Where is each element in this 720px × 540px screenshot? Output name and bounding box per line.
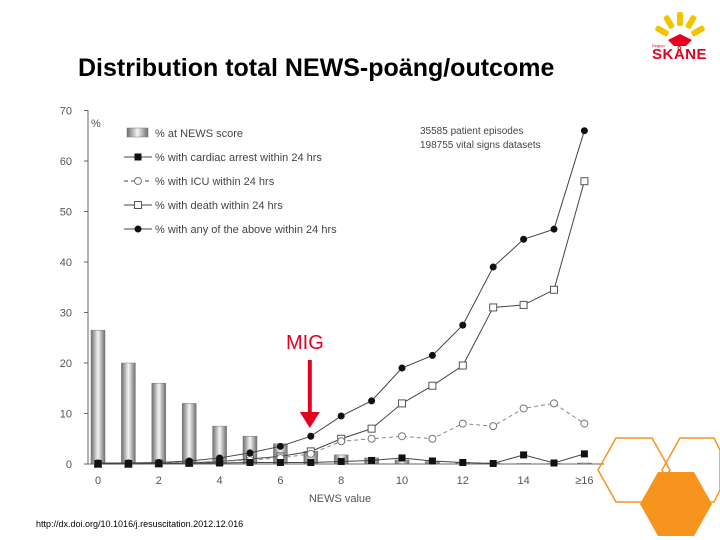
marker-point	[368, 397, 376, 405]
marker-point	[368, 456, 376, 464]
x-tick-label: 14	[517, 475, 529, 487]
marker-point	[398, 432, 406, 441]
bar	[151, 382, 167, 465]
marker-point	[489, 422, 498, 431]
legend-label: % with death within 24 hrs	[155, 200, 283, 212]
marker-point	[580, 127, 588, 135]
marker-point	[459, 458, 467, 466]
bar	[90, 329, 106, 465]
marker-point	[185, 459, 193, 467]
marker-point	[398, 399, 406, 408]
hexagon-decoration	[597, 437, 720, 536]
marker-point	[276, 442, 284, 450]
mig-arrow-head	[299, 412, 320, 428]
marker-point	[246, 449, 254, 457]
marker-point	[134, 177, 142, 185]
y-tick-label: 50	[60, 207, 72, 219]
marker-point	[519, 300, 528, 309]
marker-point	[428, 457, 436, 465]
source-citation: http://dx.doi.org/10.1016/j.resuscitatio…	[36, 519, 244, 529]
marker-point	[519, 404, 528, 413]
x-tick-label: 2	[156, 475, 162, 487]
series-line	[98, 402, 585, 464]
bar	[121, 362, 136, 465]
legend-swatch	[126, 127, 149, 138]
marker-point	[489, 303, 498, 312]
legend-label: % at NEWS score	[155, 128, 243, 140]
marker-point	[428, 381, 437, 390]
marker-point	[124, 459, 132, 467]
legend-label: % with any of the above within 24 hrs	[155, 224, 337, 236]
series-group	[94, 177, 589, 468]
bar	[181, 403, 197, 465]
marker-point	[580, 419, 589, 428]
x-tick-label: ≥16	[575, 475, 593, 487]
legend-label: % with cardiac arrest within 24 hrs	[155, 152, 322, 164]
y-tick-label: 60	[60, 156, 72, 168]
chart-note: 35585 patient episodes	[420, 126, 523, 137]
marker-point	[459, 321, 467, 329]
logo-subtext: Region	[652, 43, 665, 48]
marker-point	[489, 263, 497, 271]
marker-point	[276, 458, 284, 466]
marker-point	[337, 412, 345, 420]
marker-point	[367, 424, 376, 433]
marker-point	[520, 451, 528, 459]
marker-point	[134, 225, 142, 233]
marker-point	[580, 450, 588, 458]
marker-point	[489, 459, 497, 467]
marker-point	[246, 458, 254, 466]
marker-point	[307, 432, 315, 440]
marker-point	[550, 225, 558, 233]
chart-note: 198755 vital signs datasets	[420, 140, 541, 151]
marker-point	[134, 201, 142, 209]
marker-point	[307, 458, 315, 466]
marker-point	[550, 399, 558, 408]
y-tick-label: 30	[60, 308, 72, 320]
marker-point	[155, 459, 163, 467]
marker-point	[458, 419, 467, 428]
marker-point	[428, 434, 437, 443]
marker-point	[398, 364, 406, 372]
y-tick-label: 10	[60, 409, 72, 421]
y-tick-label: 0	[66, 459, 72, 471]
mig-annotation: MIG	[286, 332, 324, 354]
marker-point	[398, 454, 406, 462]
region-skane-logo	[655, 12, 705, 46]
marker-point	[428, 351, 436, 359]
marker-point	[458, 361, 467, 370]
x-tick-label: 0	[95, 475, 101, 487]
legend-label: % with ICU within 24 hrs	[155, 176, 275, 188]
x-tick-label: 8	[338, 475, 344, 487]
marker-point	[520, 235, 528, 243]
x-axis-label: NEWS value	[309, 493, 371, 505]
logo-text: SKÅNE	[652, 46, 708, 63]
marker-point	[550, 459, 558, 467]
marker-point	[134, 153, 142, 161]
marker-point	[216, 459, 224, 467]
marker-point	[94, 459, 102, 467]
marker-point	[337, 437, 346, 446]
series-group	[94, 450, 588, 467]
marker-point	[337, 457, 345, 465]
marker-point	[367, 434, 376, 443]
y-tick-label: 40	[60, 257, 72, 269]
slide-title: Distribution total NEWS-poäng/outcome	[78, 54, 555, 82]
x-tick-label: 4	[217, 475, 223, 487]
y-tick-label: 70	[60, 106, 72, 118]
marker-point	[550, 285, 558, 294]
x-tick-label: 10	[396, 475, 408, 487]
x-tick-label: 6	[277, 475, 283, 487]
marker-point	[580, 177, 589, 186]
y-tick-label: 20	[60, 358, 72, 370]
y-axis-label: %	[91, 118, 101, 130]
x-tick-label: 12	[457, 475, 469, 487]
marker-point	[306, 449, 315, 458]
